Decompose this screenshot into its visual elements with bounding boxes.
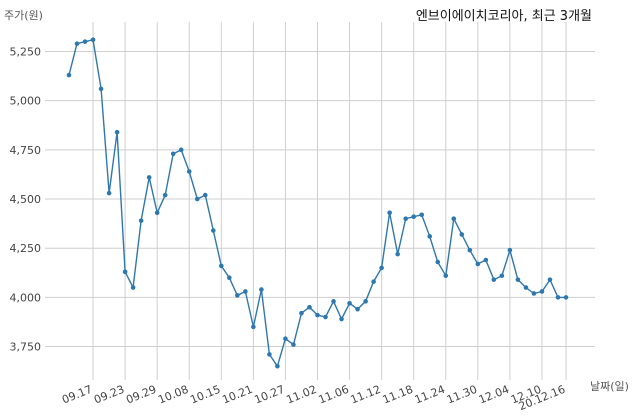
y-tick-label: 4,750	[10, 144, 42, 157]
data-point	[411, 214, 416, 220]
data-point	[347, 300, 352, 306]
data-point	[531, 291, 537, 296]
data-point	[122, 269, 128, 275]
data-point	[170, 151, 176, 157]
y-tick-label: 4,500	[10, 193, 42, 206]
x-tick-label: 10.21	[220, 383, 254, 407]
data-point	[475, 261, 481, 267]
data-point	[499, 273, 505, 279]
data-point	[483, 257, 489, 263]
x-tick-label: 11.06	[317, 383, 351, 407]
data-point	[114, 129, 120, 135]
x-tick-label: 09.29	[124, 383, 158, 407]
data-point	[515, 277, 521, 282]
data-point	[435, 259, 441, 265]
data-point	[138, 218, 144, 223]
data-point	[235, 293, 240, 298]
data-point	[363, 299, 368, 304]
data-point	[130, 285, 136, 290]
x-tick-label: 11.24	[413, 383, 447, 407]
x-tick-label: 11.18	[381, 383, 415, 407]
data-point	[315, 312, 320, 318]
x-tick-label: 11.02	[285, 383, 319, 407]
data-point	[323, 314, 328, 320]
x-tick-label: 10.08	[156, 383, 190, 407]
data-point	[283, 336, 288, 341]
data-point	[275, 363, 280, 369]
data-point	[219, 263, 224, 269]
data-point	[491, 277, 497, 282]
x-tick-label: 12.04	[477, 383, 511, 407]
data-point	[66, 72, 72, 78]
data-point	[251, 324, 256, 330]
data-point	[563, 295, 569, 300]
data-point	[82, 39, 88, 44]
data-point	[395, 251, 400, 257]
data-point	[154, 210, 160, 216]
data-point	[259, 287, 264, 292]
x-tick-label: 10.27	[252, 383, 286, 407]
chart-title: 엔브이에이치코리아, 최근 3개월	[415, 9, 592, 24]
data-point	[267, 352, 272, 357]
data-point	[202, 192, 208, 198]
y-tick-label: 4,000	[10, 291, 42, 304]
data-point	[467, 247, 473, 253]
x-tick-label: 11.12	[349, 383, 383, 407]
data-point	[299, 310, 304, 316]
data-point	[307, 304, 312, 310]
y-tick-label: 4,250	[10, 242, 42, 255]
data-point	[507, 247, 513, 253]
x-axis-label: 날짜(일)	[590, 380, 629, 393]
data-point	[371, 279, 376, 284]
data-point	[339, 316, 344, 322]
data-point	[355, 306, 360, 312]
data-point	[227, 275, 232, 281]
data-point	[243, 289, 248, 294]
data-point	[186, 169, 192, 174]
data-point	[146, 175, 152, 180]
data-point	[539, 289, 545, 294]
data-point	[547, 277, 553, 282]
data-point	[194, 196, 200, 202]
data-point	[427, 234, 433, 239]
data-point	[523, 285, 529, 290]
data-point	[451, 216, 457, 222]
data-point	[98, 86, 104, 92]
data-point	[291, 342, 296, 347]
data-point	[379, 265, 384, 271]
data-point	[106, 190, 112, 196]
x-tick-label: 09.23	[92, 383, 126, 407]
data-point	[555, 295, 561, 300]
data-point	[459, 232, 465, 237]
data-point	[419, 212, 425, 218]
x-tick-label: 10.15	[188, 383, 222, 407]
x-tick-label: 09.17	[60, 383, 94, 407]
y-tick-label: 3,750	[10, 341, 42, 354]
x-tick-label: 11.30	[445, 383, 479, 407]
data-point	[387, 210, 392, 216]
y-axis-label: 주가(원)	[4, 9, 43, 22]
data-point	[178, 147, 184, 153]
data-point	[443, 273, 449, 279]
data-point	[90, 37, 96, 43]
data-point	[210, 228, 216, 233]
y-tick-label: 5,250	[10, 46, 42, 59]
y-tick-label: 5,000	[10, 95, 42, 108]
data-point	[403, 216, 408, 222]
data-point	[331, 299, 336, 304]
data-point	[74, 41, 80, 46]
data-point	[162, 192, 168, 198]
